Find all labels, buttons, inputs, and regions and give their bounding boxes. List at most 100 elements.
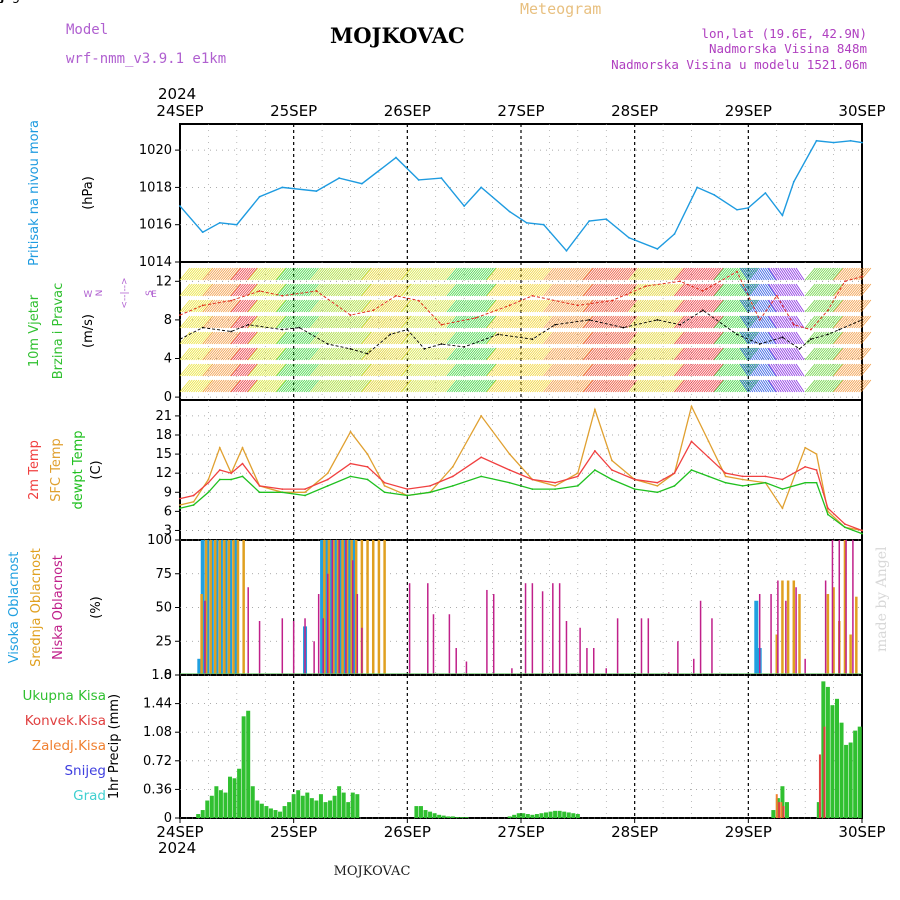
wind-barb	[308, 363, 319, 377]
cloud-bar-low	[313, 641, 315, 675]
wind-barb	[355, 331, 367, 345]
wind-barb	[310, 299, 322, 313]
wind-barb	[410, 299, 422, 313]
wind-barb	[596, 347, 608, 361]
wind-barb	[405, 347, 417, 361]
precip-bar-total	[314, 800, 319, 818]
wind-barb	[500, 299, 511, 313]
wind-barb	[206, 347, 218, 361]
wind-barb	[384, 267, 395, 281]
precip-bar-total	[414, 806, 419, 818]
wind-barb	[572, 331, 584, 345]
wind-barb	[541, 267, 552, 281]
wind-barb	[570, 379, 582, 393]
y-tick-label: 1.8	[151, 668, 172, 683]
cloud-bar-low	[345, 540, 347, 675]
y-axis-label: 1hr Precip (mm)	[107, 694, 122, 799]
precip-bar-convective	[823, 726, 826, 818]
wind-barb	[227, 299, 239, 313]
wind-barb	[744, 299, 754, 313]
dewpoint-line-point	[707, 475, 710, 478]
wind-barb	[755, 299, 765, 313]
wind-barb	[462, 315, 474, 329]
wind-barb	[619, 363, 631, 377]
wind-barb	[543, 347, 555, 361]
wind-barb	[283, 379, 294, 393]
wind-barb	[563, 267, 575, 281]
wind-barb	[858, 347, 869, 361]
wind-barb	[775, 363, 784, 377]
wind-barb	[833, 315, 844, 329]
wind-barb	[294, 299, 306, 313]
wind-barb	[739, 347, 749, 361]
wind-barb	[417, 347, 428, 361]
wind-barb	[439, 379, 451, 393]
wind-barb	[827, 267, 839, 281]
wind-barb	[692, 315, 703, 329]
wind-barb	[813, 299, 825, 313]
precip-bar-total	[278, 811, 283, 818]
wind-barb	[346, 283, 358, 297]
wind-barb	[278, 315, 290, 329]
precip-bar-total	[562, 811, 567, 818]
wind-barb	[363, 363, 375, 377]
cloud-bar-mid	[826, 594, 830, 675]
wind-barb	[572, 347, 584, 361]
wind-barb	[680, 347, 692, 361]
wind-barb	[729, 283, 741, 297]
wind-barb	[230, 299, 242, 313]
wind-barb	[694, 379, 706, 393]
wind-barb	[858, 315, 869, 329]
wind-speed-line-point	[423, 347, 426, 350]
wind-barb	[372, 347, 384, 361]
wind-barb	[855, 363, 867, 377]
wind-barb	[401, 283, 412, 297]
wind-barb	[511, 331, 523, 345]
wind-barb	[649, 363, 660, 377]
wind-barb	[853, 299, 865, 313]
wind-speed-line-point	[463, 346, 466, 348]
wind-barb	[242, 299, 253, 313]
cloud-bar-high	[338, 540, 343, 675]
wind-barb	[592, 331, 603, 345]
wind-barb	[388, 363, 400, 377]
wind-barb	[683, 379, 694, 393]
wind-barb	[807, 331, 818, 345]
wind-barb	[333, 363, 344, 377]
wind-barb	[455, 363, 467, 377]
wind-barb	[386, 331, 398, 345]
wind-barb	[209, 379, 220, 393]
wind-barb	[467, 331, 478, 345]
wind-barb	[235, 347, 247, 361]
wind-barb	[718, 315, 730, 329]
wind-barb	[395, 283, 407, 297]
wind-barb	[237, 283, 249, 297]
wind-barb	[292, 363, 303, 377]
wind-barb	[188, 331, 200, 345]
wind-barb	[676, 363, 688, 377]
wind-barb	[485, 267, 497, 281]
wind-barb	[749, 315, 758, 329]
wind-barb	[525, 283, 536, 297]
wind-barb	[428, 267, 440, 281]
wind-barb	[764, 347, 774, 361]
wind-barb	[403, 299, 415, 313]
wind-barb	[713, 379, 725, 393]
wind-barb	[579, 379, 591, 393]
wind-barb	[809, 315, 821, 329]
wind-barb	[753, 347, 763, 361]
wind-barb	[195, 315, 207, 329]
wind-barb	[674, 379, 685, 393]
wind-barb	[289, 379, 301, 393]
side-label: Pritisak na nivou mora	[27, 120, 42, 266]
wind-barb	[557, 379, 568, 393]
wind-barb	[283, 363, 294, 377]
wind-barb	[617, 363, 628, 377]
wind-barb	[772, 331, 782, 345]
wind-barb	[314, 331, 326, 345]
wind-barb	[585, 331, 597, 345]
wind-barb	[308, 283, 319, 297]
wind-barb	[200, 347, 211, 361]
wind-barb	[705, 283, 717, 297]
wind-barb	[633, 379, 644, 393]
